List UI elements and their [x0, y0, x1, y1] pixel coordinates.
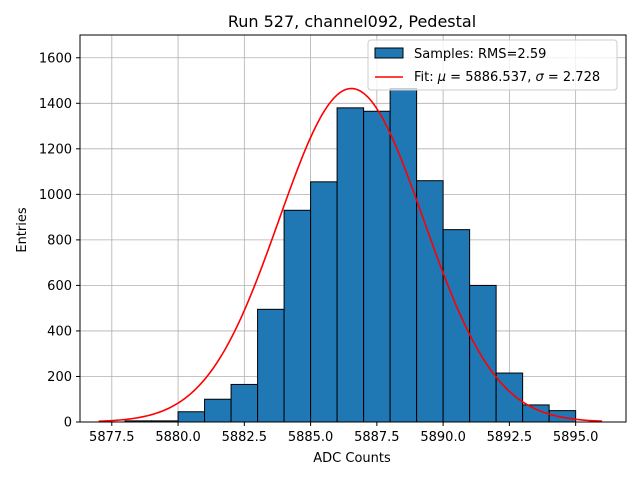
y-tick-label: 1400 [39, 97, 72, 112]
axes [79, 34, 627, 423]
x-tick-label: 5895.0 [553, 430, 599, 445]
histogram-bar [177, 411, 206, 423]
x-tick-label: 5887.5 [354, 430, 400, 445]
x-tick-label: 5890.0 [420, 430, 466, 445]
legend-box [367, 39, 618, 91]
legend-samples-swatch [374, 47, 404, 59]
legend-fit-mu-symbol: μ [437, 70, 446, 85]
x-axis-ticks: 5877.5 5880.0 5882.5 5885.0 5887.5 5890.0 5892… [89, 422, 598, 445]
y-tick-label: 1200 [39, 142, 72, 157]
legend-fit-prefix: Fit: [414, 70, 438, 85]
x-tick-label: 5892.5 [487, 430, 533, 445]
x-tick-label: 5877.5 [89, 430, 135, 445]
histogram-bar [416, 180, 444, 423]
x-tick-label: 5880.0 [155, 430, 201, 445]
legend-fit-sigma-value: = 2.728 [544, 70, 600, 85]
legend: Samples: RMS=2.59 Fit: μ = 5886.537, σ =… [367, 39, 618, 91]
histogram-bar [204, 398, 232, 423]
legend-fit-sigma-symbol: σ [536, 70, 545, 85]
y-tick-label: 1000 [39, 188, 72, 203]
histogram-bar [495, 372, 524, 423]
legend-fit-mu-value: = 5886.537, [446, 70, 535, 85]
histogram-bar [363, 110, 391, 423]
fit-curve-group [98, 87, 603, 423]
y-tick-label: 1600 [39, 51, 72, 66]
x-axis-title: ADC Counts [313, 451, 391, 466]
legend-fit-label: Fit: μ = 5886.537, σ = 2.728 [414, 70, 600, 85]
legend-samples-label: Samples: RMS=2.59 [414, 47, 546, 62]
x-tick-label: 5882.5 [222, 430, 268, 445]
y-axis-ticks: 0 200 400 600 800 1000 1200 1400 1600 [39, 51, 80, 431]
histogram-bar [230, 383, 259, 423]
histogram-bar [257, 308, 285, 423]
x-tick-label: 5885.0 [288, 430, 334, 445]
fit-curve [98, 87, 603, 423]
axes-frame [79, 34, 627, 423]
histogram-bar [336, 107, 365, 423]
histogram-bar [283, 209, 312, 423]
y-tick-label: 800 [47, 233, 72, 248]
y-tick-label: 200 [47, 370, 72, 385]
histogram-bar [469, 284, 497, 423]
histogram-bar [548, 410, 577, 423]
histogram-bar [310, 181, 338, 423]
histogram-bars [124, 87, 577, 423]
chart-title: Run 527, channel092, Pedestal [228, 12, 476, 31]
histogram-bar [389, 87, 418, 423]
y-tick-label: 400 [47, 324, 72, 339]
y-tick-label: 600 [47, 279, 72, 294]
y-axis-title: Entries [15, 207, 30, 253]
y-tick-label: 0 [64, 416, 72, 431]
